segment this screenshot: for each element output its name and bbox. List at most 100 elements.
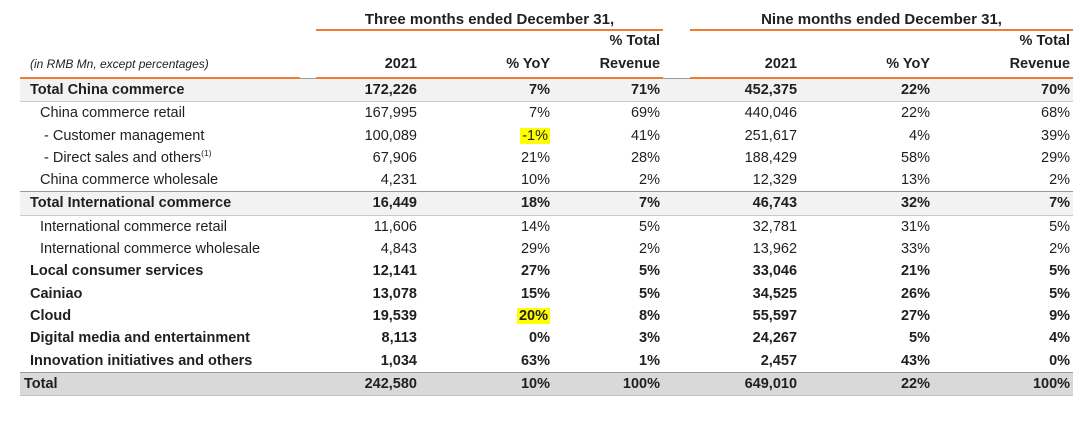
cell: 24,267 (752, 330, 798, 347)
cell: 29% (1041, 149, 1071, 166)
column-spacer (663, 147, 690, 169)
cell: 11,606 (373, 218, 417, 235)
row-label: China commerce wholesale (40, 172, 219, 189)
highlighted-value: 20% (516, 307, 550, 324)
column-spacer (663, 305, 690, 327)
row-label: International commerce wholesale (40, 241, 261, 258)
cell: 10% (420, 371, 553, 397)
table-row: Local consumer services 12,141 27% 5% 33,046… (20, 260, 1073, 282)
cell: 5% (1049, 263, 1071, 280)
cell: 4% (1049, 330, 1071, 347)
cell: 22% (800, 77, 934, 103)
cell: 172,226 (316, 77, 420, 103)
cell: 63% (520, 352, 550, 369)
cell: 2,457 (760, 352, 798, 369)
cell: 5% (1049, 285, 1071, 302)
table-row: Cainiao 13,078 15% 5% 34,525 26% 5% (20, 283, 1073, 305)
row-label: Total International commerce (20, 191, 300, 216)
column-spacer (663, 102, 690, 125)
cell: 2% (1049, 172, 1071, 189)
cell: -1% (420, 125, 553, 147)
column-spacer (300, 305, 316, 327)
cell: 3% (639, 330, 661, 347)
header-spacer (20, 30, 300, 52)
column-spacer (300, 147, 316, 169)
cell: 4,231 (380, 172, 417, 189)
cell: 10% (520, 172, 550, 189)
column-spacer (663, 260, 690, 282)
header-spacer (690, 30, 800, 52)
cell: 34,525 (752, 285, 798, 302)
table-row: Cloud 19,539 20% 8% 55,597 27% 9% (20, 305, 1073, 327)
row-label: International commerce retail (40, 218, 227, 235)
cell: 4,843 (380, 241, 417, 258)
header-spacer (420, 30, 553, 52)
cell: 0% (1049, 352, 1071, 369)
cell: 7% (553, 191, 664, 216)
cell: 33% (900, 241, 931, 258)
row-label: Innovation initiatives and others (30, 352, 253, 369)
column-spacer (300, 260, 316, 282)
cell: 67,906 (372, 149, 417, 166)
cell: 242,580 (316, 371, 420, 397)
col-header-yoy-q: % YoY (420, 52, 553, 79)
cell: 5% (909, 330, 931, 347)
row-label: Total (20, 371, 300, 397)
cell: 18% (420, 191, 553, 216)
column-spacer (300, 169, 316, 192)
cell: 29% (520, 241, 550, 258)
cell: 32% (800, 191, 934, 216)
cell: 7% (420, 77, 553, 103)
cell: 21% (520, 149, 550, 166)
column-spacer (300, 238, 316, 260)
column-spacer (300, 125, 316, 147)
column-spacer (663, 215, 690, 238)
column-spacer (663, 238, 690, 260)
column-spacer (300, 10, 316, 30)
column-spacer (300, 283, 316, 305)
cell: 13,962 (752, 241, 798, 258)
cell: 20% (420, 305, 553, 327)
cell: 13% (900, 172, 931, 189)
group-header-row: Three months ended December 31, Nine mon… (20, 10, 1074, 31)
cell: 2% (639, 172, 661, 189)
cell: 12,141 (372, 263, 417, 280)
cell: 1,034 (380, 352, 417, 369)
row-label: - Customer management (44, 127, 205, 144)
table-row: - Direct sales and others(1) 67,906 21% 28%… (20, 147, 1073, 169)
cell: 71% (553, 77, 664, 103)
cell: 27% (900, 307, 931, 324)
column-spacer (663, 30, 690, 52)
cell: 55,597 (752, 307, 798, 324)
row-label: Cloud (30, 307, 72, 324)
table-row: Total China commerce 172,226 7% 71% 452,375 2… (20, 77, 1074, 103)
cell: 33,046 (752, 263, 798, 280)
table-row: China commerce retail 167,995 7% 69% 440,046… (20, 102, 1073, 125)
col-header-pct-total-line2-n: Revenue (933, 52, 1074, 79)
subheader-row-1: % Total % Total (20, 30, 1073, 52)
table-row: Total International commerce 16,449 18% 7% 4… (20, 191, 1074, 216)
column-spacer (663, 327, 690, 349)
table-body: Total China commerce 172,226 7% 71% 452,375 2… (20, 77, 1074, 397)
cell: 32,781 (752, 218, 798, 235)
cell: 100,089 (364, 127, 417, 144)
cell: 5% (1049, 218, 1071, 235)
cell: 100% (553, 371, 664, 397)
column-spacer (300, 327, 316, 349)
cell: 5% (639, 218, 661, 235)
cell: 7% (933, 191, 1074, 216)
cell: 31% (900, 218, 931, 235)
cell: 649,010 (690, 371, 801, 397)
column-spacer (663, 350, 690, 373)
cell: 0% (529, 330, 550, 347)
cell: 19,539 (372, 307, 417, 324)
row-label: Total China commerce (20, 77, 300, 103)
cell: 5% (639, 285, 661, 302)
cell: 1% (639, 352, 661, 369)
cell: 16,449 (316, 191, 420, 216)
column-spacer (663, 371, 691, 397)
cell: 68% (1041, 105, 1071, 122)
column-spacer (300, 30, 316, 52)
row-label: Cainiao (30, 285, 83, 302)
row-label: China commerce retail (40, 105, 186, 122)
